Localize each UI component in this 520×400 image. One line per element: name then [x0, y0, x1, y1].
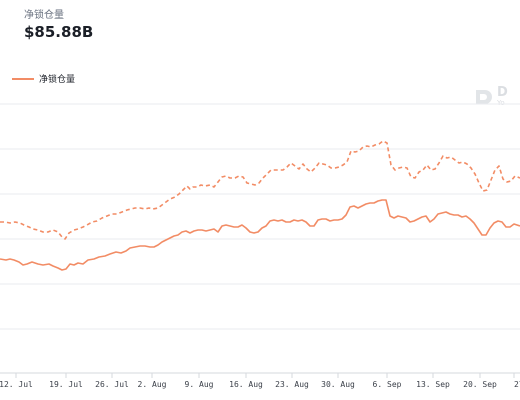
x-tick-label: 2. Aug [138, 380, 167, 389]
chart-legend[interactable]: 净锁仓量 [12, 72, 75, 85]
x-tick-label: 20. Sep [463, 380, 497, 389]
x-tick-label: 9. Aug [185, 380, 214, 389]
x-tick-label: 6. Sep [373, 380, 402, 389]
metric-header: 净锁仓量 $85.88B [24, 9, 93, 42]
x-tick-label: 12. Jul [0, 380, 33, 389]
x-tick-label: 13. Sep [416, 380, 450, 389]
x-tick-label: 23. Aug [275, 380, 309, 389]
metric-value: $85.88B [24, 23, 94, 41]
metric-label: 净锁仓量 [24, 10, 64, 21]
x-tick-label: 27 [514, 380, 520, 389]
watermark: D Yo [474, 86, 508, 107]
watermark-subtext: Yo [497, 99, 505, 107]
x-tick-label: 19. Jul [49, 380, 83, 389]
x-tick-label: 30. Aug [321, 380, 355, 389]
series-line-solid[interactable] [0, 199, 520, 271]
watermark-text: D [497, 85, 508, 100]
legend-label: 净锁仓量 [39, 75, 76, 85]
series-line-dashed[interactable] [0, 140, 520, 240]
legend-swatch [12, 77, 34, 80]
x-tick-label: 16. Aug [229, 380, 263, 389]
x-tick-label: 26. Jul [95, 380, 129, 389]
defillama-logo-icon [476, 89, 492, 104]
